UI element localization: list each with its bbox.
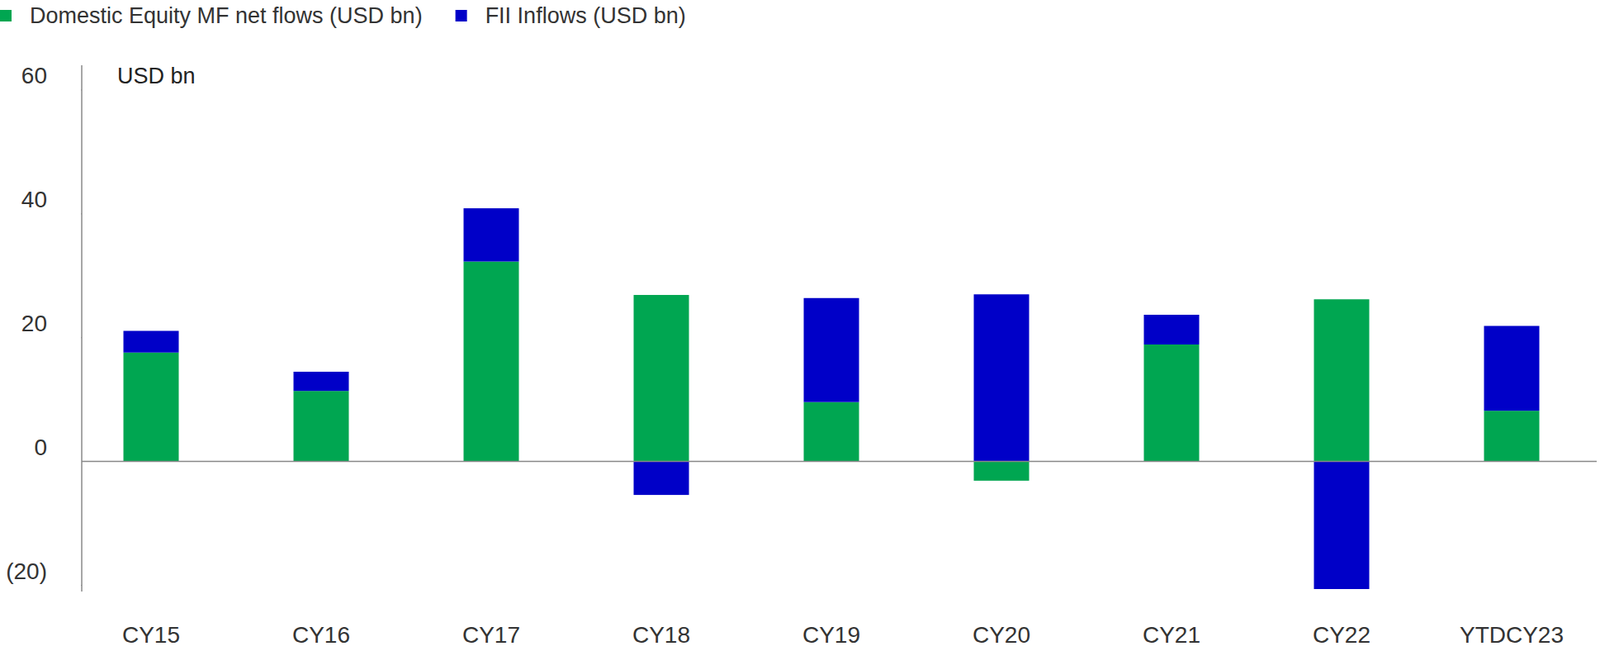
- bar: [293, 390, 350, 461]
- bar: [463, 261, 520, 462]
- tick: [80, 336, 82, 338]
- bar: [293, 371, 350, 391]
- bar: [974, 293, 1030, 461]
- legend-swatch: [455, 9, 468, 22]
- x-tick-label: CY17: [462, 621, 521, 648]
- y-tick-label: 20: [21, 310, 48, 337]
- bar: [1314, 298, 1370, 461]
- x-tick-label: CY18: [632, 621, 691, 648]
- zero-line: [81, 460, 1597, 463]
- y-axis-label: USD bn: [117, 63, 196, 89]
- x-tick-label: CY16: [292, 621, 351, 648]
- x-tick-label: CY22: [1312, 621, 1371, 648]
- bar: [123, 330, 180, 352]
- x-tick-label: CY19: [802, 621, 861, 648]
- y-tick-label: 0: [33, 434, 48, 460]
- bar: [974, 461, 1030, 481]
- bar: [1144, 344, 1200, 462]
- y-tick-label: (20): [5, 558, 48, 584]
- bars: [123, 208, 1540, 589]
- legend-label: FII Inflows (USD bn): [485, 3, 687, 29]
- bar: [1314, 461, 1370, 589]
- legend-label: Domestic Equity MF net flows (USD bn): [29, 3, 423, 29]
- y-axis: [80, 65, 83, 592]
- bar: [123, 352, 180, 462]
- bar: [1144, 314, 1200, 345]
- y-tick-label: 40: [21, 186, 48, 213]
- x-tick-label: CY15: [122, 621, 180, 648]
- y-tick-label: 60: [21, 62, 48, 89]
- bar: [1484, 410, 1540, 461]
- chart: (20) 0 20 40 60 USD bn CY15 CY16 CY17 CY18 CY19 CY2…: [0, 0, 1600, 651]
- bar: [634, 294, 690, 462]
- tick: [80, 213, 82, 214]
- bar: [634, 461, 690, 495]
- bar: [804, 402, 860, 462]
- tick: [80, 584, 82, 586]
- tick: [80, 89, 82, 90]
- bar: [1484, 326, 1540, 412]
- bar: [463, 208, 520, 261]
- x-tick-label: YTDCY23: [1459, 621, 1564, 648]
- x-tick-label: CY21: [1142, 621, 1201, 648]
- x-tick-label: CY20: [972, 621, 1031, 648]
- bar: [804, 298, 860, 403]
- legend-swatch: [0, 9, 12, 22]
